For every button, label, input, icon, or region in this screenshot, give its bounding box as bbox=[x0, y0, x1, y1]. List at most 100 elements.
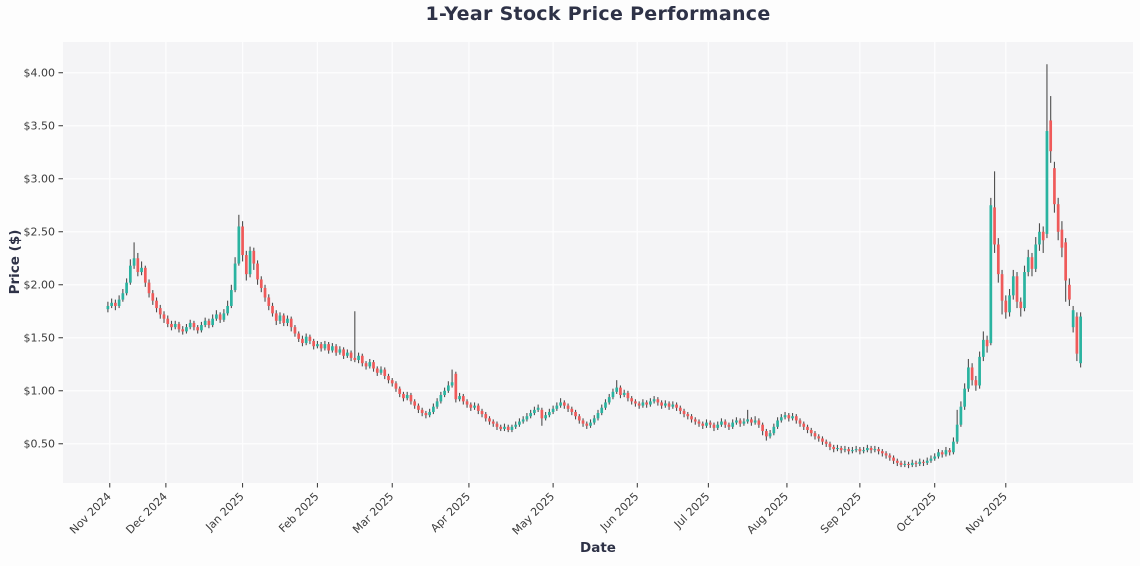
candle bbox=[248, 250, 252, 275]
candle bbox=[866, 448, 869, 451]
candle bbox=[289, 318, 293, 328]
candle bbox=[1053, 168, 1056, 205]
candle bbox=[136, 258, 140, 273]
candle bbox=[873, 449, 877, 451]
candle bbox=[877, 449, 880, 452]
candle bbox=[1041, 231, 1045, 241]
candle bbox=[188, 322, 192, 328]
candle bbox=[895, 460, 899, 463]
candle bbox=[1000, 274, 1004, 301]
candle bbox=[503, 426, 506, 429]
candle bbox=[230, 290, 233, 306]
candle bbox=[615, 387, 619, 392]
candle bbox=[342, 349, 345, 356]
candle bbox=[649, 401, 652, 405]
candle bbox=[693, 419, 697, 422]
candle bbox=[286, 318, 289, 323]
candle bbox=[432, 406, 435, 412]
candle bbox=[514, 424, 518, 427]
candle bbox=[405, 395, 409, 399]
candle bbox=[604, 402, 607, 408]
candle bbox=[779, 417, 783, 421]
candle bbox=[1019, 301, 1023, 309]
candle bbox=[233, 263, 237, 291]
candle bbox=[555, 405, 559, 409]
candle bbox=[981, 339, 985, 357]
x-tick-label: Feb 2025 bbox=[276, 490, 321, 535]
candle bbox=[570, 408, 574, 412]
candle bbox=[450, 382, 454, 386]
candle bbox=[585, 423, 589, 426]
candle bbox=[379, 369, 383, 373]
candle bbox=[701, 423, 705, 426]
candle bbox=[140, 267, 143, 273]
candle bbox=[772, 426, 776, 434]
candle bbox=[506, 426, 510, 430]
y-axis-label: Price ($) bbox=[7, 229, 23, 295]
candle bbox=[252, 250, 256, 264]
candle bbox=[200, 325, 203, 331]
candle bbox=[435, 401, 439, 407]
candle bbox=[645, 402, 648, 405]
candle bbox=[626, 392, 630, 399]
candle bbox=[937, 452, 940, 457]
candle bbox=[222, 313, 226, 320]
candle bbox=[761, 424, 764, 432]
candle bbox=[128, 265, 132, 283]
candle bbox=[147, 282, 151, 294]
y-tick-label: $4.00 bbox=[24, 67, 56, 80]
candle bbox=[398, 388, 402, 394]
candle bbox=[375, 368, 379, 373]
candle bbox=[349, 352, 353, 358]
candle bbox=[226, 305, 229, 314]
candle bbox=[985, 339, 989, 347]
candle bbox=[106, 305, 110, 310]
candle bbox=[196, 327, 200, 331]
candle bbox=[600, 407, 604, 414]
candle bbox=[880, 451, 884, 454]
y-tick-label: $2.00 bbox=[24, 279, 56, 292]
candle bbox=[263, 287, 267, 298]
candle bbox=[151, 293, 155, 301]
candle bbox=[518, 421, 521, 425]
candle bbox=[114, 302, 117, 306]
candle bbox=[783, 415, 787, 418]
y-tick-label: $3.50 bbox=[24, 120, 56, 133]
candle bbox=[746, 419, 750, 422]
candle bbox=[1071, 310, 1075, 328]
x-tick-label: May 2025 bbox=[510, 490, 558, 538]
candle bbox=[727, 424, 731, 427]
candle bbox=[705, 422, 708, 426]
candle bbox=[630, 398, 634, 402]
candle bbox=[1023, 272, 1026, 309]
y-tick-label: $1.00 bbox=[24, 385, 56, 398]
candle bbox=[914, 462, 918, 464]
candle bbox=[312, 340, 316, 347]
candle bbox=[959, 406, 963, 425]
candle bbox=[869, 448, 873, 451]
candle bbox=[110, 302, 113, 306]
candle bbox=[963, 388, 966, 407]
candle bbox=[297, 333, 301, 339]
candle bbox=[1034, 244, 1038, 269]
candle bbox=[409, 395, 413, 402]
candle bbox=[420, 409, 424, 414]
candle bbox=[476, 405, 480, 411]
candle bbox=[854, 449, 858, 451]
candle bbox=[821, 438, 824, 442]
candle bbox=[207, 320, 211, 326]
candle bbox=[458, 396, 461, 400]
candle bbox=[177, 323, 181, 330]
candle bbox=[858, 449, 862, 452]
plot-area bbox=[63, 42, 1133, 483]
candle bbox=[888, 455, 892, 458]
candle bbox=[652, 399, 656, 402]
candle bbox=[794, 416, 798, 421]
candle bbox=[974, 380, 978, 386]
candle bbox=[544, 415, 547, 419]
candle bbox=[656, 399, 660, 403]
candle bbox=[944, 450, 948, 455]
candle bbox=[712, 424, 716, 428]
candle bbox=[970, 367, 974, 381]
candle bbox=[394, 383, 398, 389]
